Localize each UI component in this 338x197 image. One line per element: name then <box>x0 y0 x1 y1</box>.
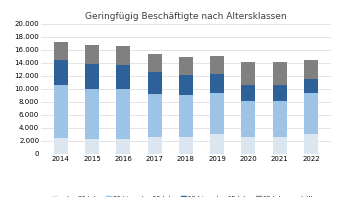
Bar <box>273 138 287 154</box>
Bar <box>85 64 99 89</box>
Bar <box>210 134 224 154</box>
Bar <box>54 85 68 138</box>
Bar <box>148 94 162 137</box>
Bar <box>241 85 256 101</box>
Bar <box>241 101 256 138</box>
Bar <box>304 93 318 134</box>
Bar <box>179 95 193 137</box>
Bar <box>54 42 68 60</box>
Bar <box>116 139 130 154</box>
Bar <box>116 89 130 139</box>
Bar <box>54 138 68 154</box>
Bar <box>179 75 193 95</box>
Bar <box>273 101 287 138</box>
Bar <box>179 137 193 154</box>
Bar <box>116 46 130 65</box>
Bar <box>210 93 224 134</box>
Bar <box>85 139 99 154</box>
Bar <box>210 74 224 93</box>
Bar <box>85 89 99 139</box>
Bar <box>304 134 318 154</box>
Bar <box>273 85 287 101</box>
Bar <box>116 65 130 89</box>
Bar <box>241 62 256 85</box>
Bar <box>148 137 162 154</box>
Bar <box>304 60 318 79</box>
Bar <box>210 56 224 74</box>
Bar <box>273 62 287 85</box>
Title: Geringfügig Beschäftigte nach Altersklassen: Geringfügig Beschäftigte nach Altersklas… <box>85 12 287 21</box>
Bar <box>179 58 193 75</box>
Bar <box>148 72 162 94</box>
Bar <box>304 79 318 93</box>
Bar <box>54 60 68 85</box>
Bar <box>85 45 99 64</box>
Legend: unter 25 Jahre, 25 bis unter 55 Jahre, 55 bis unter 65 Jahre, 65 Jahre und älter: unter 25 Jahre, 25 bis unter 55 Jahre, 5… <box>49 193 322 197</box>
Bar <box>148 54 162 72</box>
Bar <box>241 138 256 154</box>
